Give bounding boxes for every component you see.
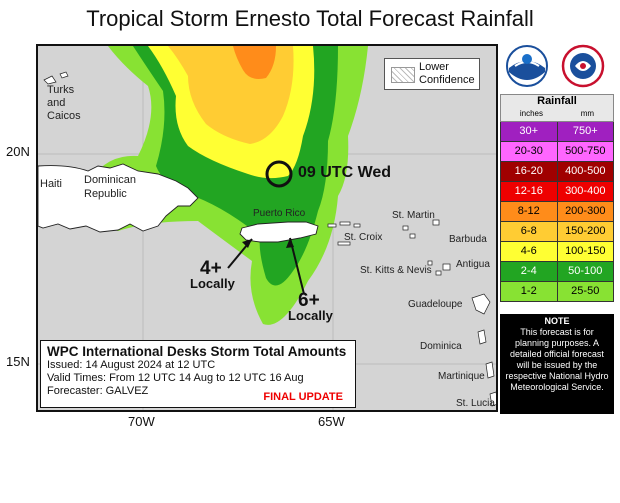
storm-time-label: 09 UTC Wed (298, 164, 392, 181)
label-st-lucia: St. Lucia (456, 398, 495, 409)
lower-confidence-line1: Lower (419, 61, 449, 73)
virgin-islands-land (327, 221, 361, 246)
legend-rows: 30+ 750+ 20-30 500-750 16-20 400-500 12-16 300-… (500, 122, 614, 302)
legend-inches: 1-2 (501, 282, 558, 301)
legend-mm: 150-200 (565, 225, 606, 237)
legend-mm: 400-500 (565, 165, 606, 177)
map-title: Tropical Storm Ernesto Total Forecast Ra… (86, 6, 534, 31)
hatch-swatch (391, 67, 415, 83)
legend-unit-inches: inches (519, 109, 543, 118)
label-caicos: Caicos (47, 110, 81, 122)
label-st-croix: St. Croix (344, 232, 383, 243)
info-heading: WPC International Desks Storm Total Amou… (47, 344, 347, 359)
puerto-rico-land (239, 221, 319, 243)
legend-inches: 2-4 (501, 262, 558, 281)
legend-inches: 6-8 (501, 222, 558, 241)
agency-logos (505, 44, 617, 92)
label-turks: Turks (47, 84, 75, 96)
lat-label-15n: 15N (6, 354, 30, 369)
legend-row: 8-12 200-300 (500, 202, 614, 222)
legend-inches: 16-20 (501, 162, 558, 181)
turks-caicos-land (43, 71, 69, 85)
label-antigua: Antigua (456, 259, 490, 270)
nws-logo (561, 44, 605, 88)
legend-mm: 300-400 (565, 185, 606, 197)
storm-position-icon (265, 160, 293, 188)
noaa-logo (506, 45, 548, 87)
note-box: NOTE This forecast is for planning purpo… (500, 314, 614, 414)
label-and: and (47, 97, 66, 109)
label-dominican: Dominican (84, 174, 136, 186)
legend-unit-mm: mm (580, 109, 595, 118)
legend-inches: 8-12 (501, 202, 558, 221)
legend-mm: 100-150 (565, 245, 606, 257)
legend-row: 2-4 50-100 (500, 262, 614, 282)
lon-label-70w: 70W (128, 414, 155, 429)
legend-row: 1-2 25-50 (500, 282, 614, 302)
lon-label-65w: 65W (318, 414, 345, 429)
legend-inches: 30+ (501, 122, 558, 141)
rain-8-12 (233, 46, 276, 79)
label-haiti: Haiti (40, 178, 63, 190)
callout-6-amount: 6+ (298, 290, 320, 311)
label-puerto-rico: Puerto Rico (253, 208, 306, 219)
legend-header: Rainfall inches mm (500, 94, 614, 122)
rainfall-legend: Rainfall inches mm 30+ 750+ 20-30 500-750 16… (500, 94, 614, 302)
note-body: This forecast is for planning purposes. … (505, 327, 609, 392)
info-forecaster: Forecaster: GALVEZ (47, 385, 149, 397)
label-st-martin: St. Martin (392, 210, 435, 221)
label-barbuda: Barbuda (449, 234, 487, 245)
legend-row: 16-20 400-500 (500, 162, 614, 182)
lat-label-20n: 20N (6, 144, 30, 159)
legend-title: Rainfall (537, 95, 577, 107)
callout-4-amount: 4+ (200, 258, 222, 279)
label-guadeloupe: Guadeloupe (408, 299, 463, 310)
legend-mm: 500-750 (565, 145, 606, 157)
lesser-antilles-land (402, 219, 496, 407)
label-dominica: Dominica (420, 341, 462, 352)
info-valid: Valid Times: From 12 UTC 14 Aug to 12 UT… (47, 372, 304, 384)
label-st-kitts: St. Kitts & Nevis (360, 265, 432, 276)
label-martinique: Martinique (438, 371, 485, 382)
label-republic: Republic (84, 188, 127, 200)
lower-confidence-legend: Lower Confidence (384, 58, 480, 90)
legend-row: 12-16 300-400 (500, 182, 614, 202)
callout-arrow-6 (289, 237, 305, 295)
legend-row: 20-30 500-750 (500, 142, 614, 162)
callout-6-label: Locally (288, 308, 333, 323)
legend-mm: 750+ (572, 125, 598, 137)
legend-mm: 25-50 (571, 285, 600, 297)
hispaniola-land (38, 163, 199, 233)
legend-mm: 50-100 (568, 265, 603, 277)
legend-row: 30+ 750+ (500, 122, 614, 142)
lower-confidence-line2: Confidence (419, 74, 475, 86)
info-issued: Issued: 14 August 2024 at 12 UTC (47, 359, 216, 371)
callout-4-label: Locally (190, 276, 235, 291)
final-update-label: FINAL UPDATE (263, 391, 343, 403)
legend-inches: 20-30 (501, 142, 558, 161)
note-title: NOTE (544, 316, 570, 326)
legend-inches: 4-6 (501, 242, 558, 261)
info-box: WPC International Desks Storm Total Amou… (40, 340, 356, 408)
legend-inches: 12-16 (501, 182, 558, 201)
legend-row: 6-8 150-200 (500, 222, 614, 242)
legend-row: 4-6 100-150 (500, 242, 614, 262)
legend-mm: 200-300 (565, 205, 606, 217)
